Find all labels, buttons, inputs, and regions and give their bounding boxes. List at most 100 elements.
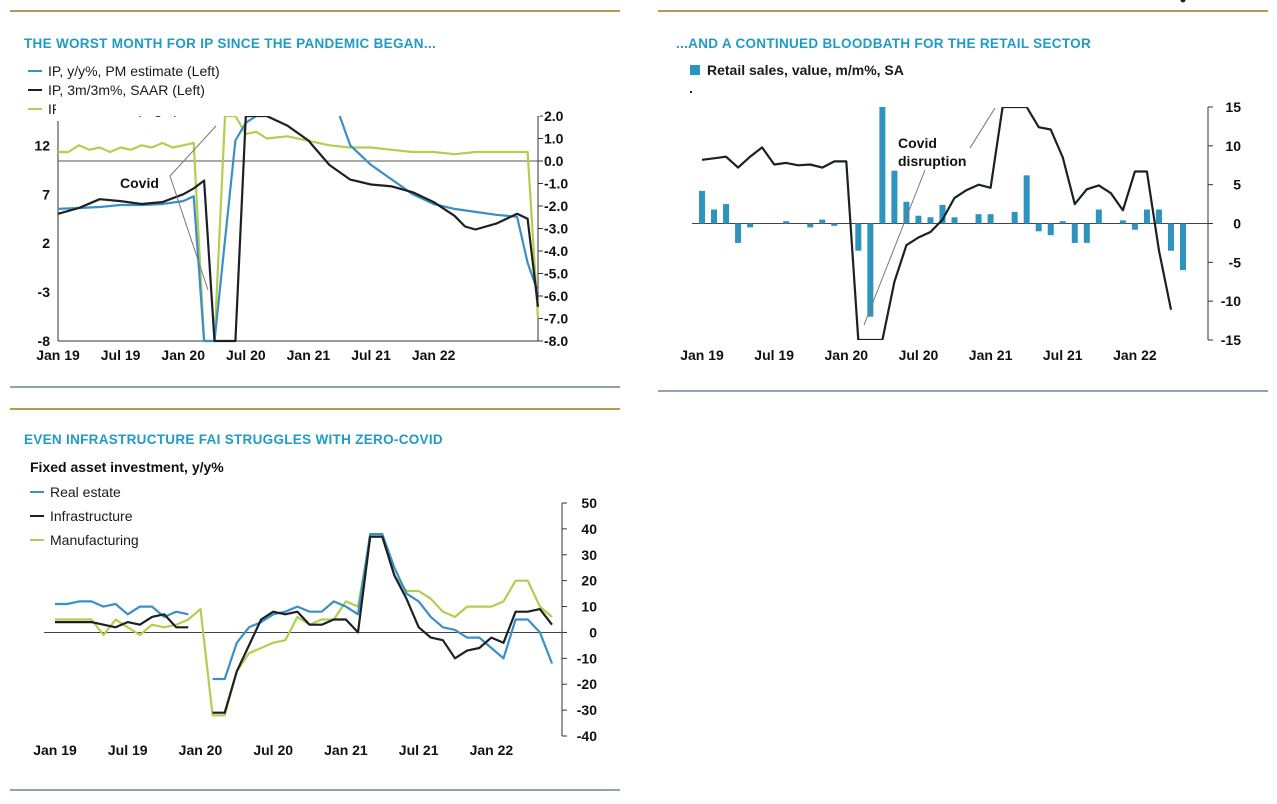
panel3-title: EVEN INFRASTRUCTURE FAI STRUGGLES WITH Z… [24, 432, 443, 447]
y-tick-label: 10 [1225, 138, 1241, 154]
panel1-top-rule [10, 10, 620, 12]
retail-yy-endpoint [1180, 0, 1186, 3]
retail-mm-bar [987, 214, 994, 224]
retail-mm-bar [927, 217, 934, 224]
panel3-top-rule [10, 408, 620, 410]
covid-arrow-line [863, 169, 926, 326]
retail-mm-bar [903, 201, 910, 224]
x-tick-label: Jul 20 [253, 742, 293, 758]
legend-item-infrastructure: Infrastructure [30, 504, 139, 528]
y-tick-label: 0 [589, 624, 597, 640]
retail-mm-bar [783, 221, 790, 224]
y-right-tick-label: -1.0 [544, 176, 568, 192]
retail-mm-bar [855, 223, 862, 251]
y-tick-label: -30 [577, 702, 597, 718]
retail-mm-bar [1180, 223, 1186, 271]
covid-arrow-line [169, 175, 209, 291]
y-right-tick-label: -6.0 [544, 288, 568, 304]
retail-mm-bar [819, 219, 826, 224]
retail-mm-bar [807, 223, 814, 228]
y-tick-label: 5 [1233, 177, 1241, 193]
retail-mm-bar [1011, 211, 1018, 224]
clip-mask [56, 104, 540, 116]
x-tick-label: Jan 22 [470, 742, 514, 758]
y-left-tick-label: 2 [42, 235, 50, 251]
legend-item-retail-mm: Retail sales, value, m/m%, SA [690, 59, 904, 81]
y-right-tick-label: -8.0 [544, 333, 568, 349]
retail-mm-bar [879, 107, 886, 224]
y-tick-label: -10 [1221, 293, 1241, 309]
y-tick-label: 0 [1233, 216, 1241, 232]
x-tick-label: Jan 21 [969, 347, 1013, 363]
y-tick-label: -40 [577, 728, 597, 744]
x-tick-label: Jul 21 [399, 742, 439, 758]
y-tick-label: 15 [1225, 99, 1241, 115]
series-line-2 [58, 114, 540, 343]
y-right-tick-label: 1.0 [544, 131, 564, 147]
retail-mm-bar [951, 217, 958, 224]
retail-mm-bar [1167, 223, 1174, 251]
retail-mm-bar [915, 215, 922, 224]
retail-mm-bar [1083, 223, 1090, 243]
y-tick-label: -5 [1229, 254, 1242, 270]
retail-mm-bar [1131, 223, 1138, 230]
y-tick-label: 30 [581, 547, 597, 563]
y-right-tick-label: -2.0 [544, 198, 568, 214]
panel3-bottom-rule [10, 789, 620, 791]
y-right-tick-label: -4.0 [544, 243, 568, 259]
covid-arrow-line-2 [969, 107, 996, 149]
x-tick-label: Jan 22 [1113, 347, 1157, 363]
panel2-top-rule [658, 10, 1268, 12]
chart-retail: 15 10 5 0 -5 -10 -15 Jan 19 Jul 19 Jan 20 Jul 20 Ja… [680, 0, 1242, 363]
legend-item-real-estate: Real estate [30, 480, 139, 504]
retail-mm-bar [975, 214, 982, 224]
y-tick-label: 40 [581, 521, 597, 537]
series-line-0 [57, 115, 540, 343]
y-tick-label: 10 [581, 599, 597, 615]
retail-mm-bar [1119, 220, 1126, 224]
y-left-tick-label: 12 [34, 137, 50, 153]
y-tick-label: -15 [1221, 332, 1241, 348]
x-tick-label: Jan 22 [412, 347, 456, 363]
x-tick-label: Jul 21 [1043, 347, 1083, 363]
y-right-tick-label: -7.0 [544, 311, 568, 327]
x-tick-label: Jan 21 [324, 742, 368, 758]
panel2-title: ...AND A CONTINUED BLOODBATH FOR THE RET… [676, 36, 1091, 51]
y-right-tick-label: 2.0 [544, 108, 564, 124]
retail-mm-bar [711, 209, 718, 224]
clip-mask-top [692, 87, 1193, 107]
x-tick-label: Jul 19 [754, 347, 794, 363]
retail-mm-bar [891, 170, 898, 224]
y-left-tick-label: 7 [42, 186, 50, 202]
x-tick-label: Jan 19 [36, 347, 80, 363]
retail-mm-bar [867, 223, 874, 317]
retail-mm-bar [1047, 223, 1054, 236]
retail-mm-bar [1059, 221, 1066, 224]
clip-mask-bottom [692, 340, 1203, 346]
retail-mm-bar [1155, 209, 1162, 224]
legend-item-manufacturing: Manufacturing [30, 528, 139, 552]
retail-mm-bar [939, 204, 946, 224]
panel2-bottom-rule [658, 390, 1268, 392]
retail-mm-bar [1023, 175, 1030, 224]
y-right-tick-label: -3.0 [544, 221, 568, 237]
retail-mm-bar [831, 223, 838, 226]
fai-series-line-2 [55, 535, 553, 717]
x-tick-label: Jan 20 [161, 347, 205, 363]
retail-mm-bar [1143, 209, 1150, 224]
chart-fai: 50 40 30 20 10 0 -10 -20 -30 -40 Jan 19 Jul 19 Jan 2… [33, 495, 597, 758]
x-tick-label: Jul 20 [899, 347, 939, 363]
x-tick-label: Jan 21 [287, 347, 331, 363]
retail-mm-bar [1071, 223, 1078, 243]
x-tick-label: Jul 19 [101, 347, 141, 363]
y-tick-label: -10 [577, 650, 597, 666]
retail-mm-bar [1035, 223, 1042, 232]
y-tick-label: 50 [581, 495, 597, 511]
retail-mm-bar [1095, 209, 1102, 224]
fai-series-line-1 [55, 535, 553, 714]
y-left-tick-label: -8 [38, 333, 51, 349]
retail-mm-bar [747, 223, 754, 228]
x-tick-label: Jul 21 [351, 347, 391, 363]
x-tick-label: Jul 20 [226, 347, 266, 363]
retail-mm-bar [735, 223, 742, 243]
